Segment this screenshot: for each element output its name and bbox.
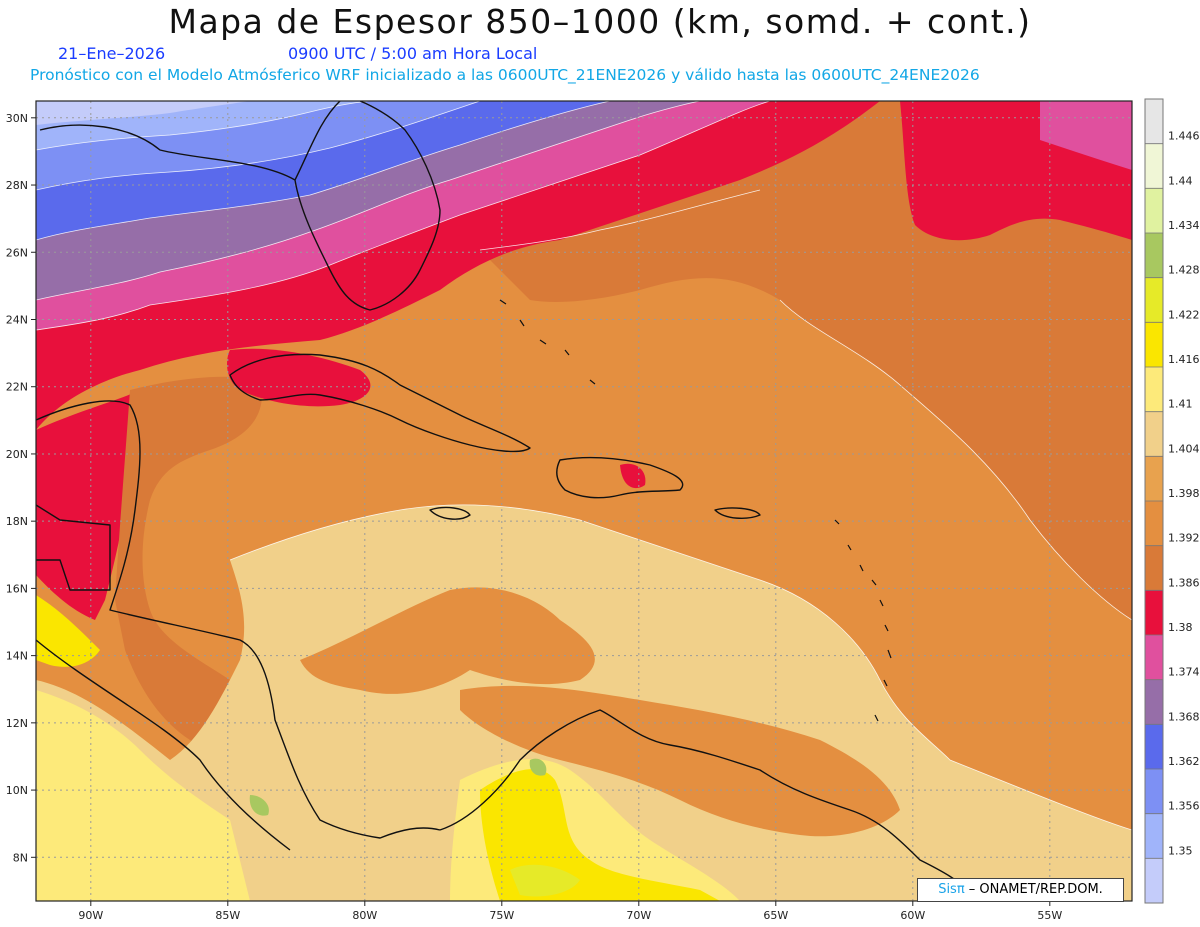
colorbar-segment	[1145, 411, 1163, 457]
latitude-labels: 30N 28N 26N 24N 22N 20N 18N 16N 14N 12N 10N 8N	[6, 112, 36, 864]
credit-brand: Sisπ	[938, 882, 965, 897]
lon-tick-label: 75W	[489, 909, 514, 922]
colorbar-label: 1.398	[1168, 487, 1200, 500]
colorbar-label: 1.362	[1168, 755, 1200, 768]
colorbar-label: 1.428	[1168, 264, 1200, 277]
colorbar-segment	[1145, 277, 1163, 323]
colorbar-label: 1.404	[1168, 442, 1200, 455]
colorbar-segment	[1145, 545, 1163, 591]
forecast-time: 0900 UTC / 5:00 am Hora Local	[288, 44, 538, 63]
cuba-coast	[229, 353, 531, 453]
field-band-1398-tongue	[300, 587, 595, 694]
field-band-1386-yucatan	[36, 390, 140, 620]
colorbar-label: 1.35	[1168, 844, 1193, 857]
colorbar: 1.446 1.44 1.434 1.428 1.422 1.416 1.41 1.404 1.…	[1144, 98, 1200, 904]
colorbar-label: 1.422	[1168, 308, 1200, 321]
lat-tick-label: 10N	[6, 784, 28, 797]
field-band-1428-costarica	[249, 795, 269, 816]
colorbar-label: 1.356	[1168, 800, 1200, 813]
puerto-rico-coast	[714, 507, 761, 519]
forecast-date: 21–Ene–2026	[58, 44, 166, 63]
lat-tick-label: 26N	[6, 246, 28, 259]
contour-lines	[36, 101, 1132, 831]
field-band-1422-patch	[510, 864, 580, 897]
map-frame	[35, 100, 1133, 902]
thickness-field	[36, 101, 1132, 901]
colorbar-segment	[1145, 501, 1163, 547]
lat-tick-label: 20N	[6, 448, 28, 461]
lat-tick-label: 18N	[6, 515, 28, 528]
longitude-labels: 90W 85W 80W 75W 70W 65W 60W 55W	[78, 901, 1062, 922]
field-band-1386-hispaniola	[620, 463, 646, 489]
lat-tick-label: 30N	[6, 112, 28, 125]
lon-tick-label: 70W	[626, 909, 651, 922]
colorbar-segment	[1145, 724, 1163, 770]
colorbar-segment	[1145, 858, 1163, 904]
colorbar-label: 1.38	[1168, 621, 1193, 634]
colorbar-label: 1.386	[1168, 576, 1200, 589]
graticule	[36, 101, 1132, 901]
lat-tick-label: 12N	[6, 717, 28, 730]
coastlines	[36, 101, 981, 901]
florida-coast	[39, 101, 441, 311]
lat-tick-label: 28N	[6, 179, 28, 192]
colorbar-label: 1.44	[1168, 174, 1193, 187]
lat-tick-label: 24N	[6, 313, 28, 326]
credit-box: Sisπ – ONAMET/REP.DOM.	[917, 878, 1124, 902]
lat-tick-label: 14N	[6, 650, 28, 663]
colorbar-label: 1.41	[1168, 398, 1193, 411]
hispaniola-coast	[556, 456, 684, 499]
colorbar-label: 1.392	[1168, 532, 1200, 545]
forecast-description: Pronóstico con el Modelo Atmósferico WRF…	[30, 66, 980, 84]
colorbar-label: 1.446	[1168, 130, 1200, 143]
central-america-coast	[36, 400, 441, 851]
lon-tick-label: 80W	[352, 909, 377, 922]
colorbar-segment	[1145, 99, 1163, 145]
colorbar-segment	[1145, 233, 1163, 279]
colorbar-segment	[1145, 367, 1163, 413]
colorbar-label: 1.434	[1168, 219, 1200, 232]
lon-tick-label: 55W	[1037, 909, 1062, 922]
credit-text: – ONAMET/REP.DOM.	[964, 882, 1103, 897]
lat-tick-label: 8N	[13, 851, 28, 864]
jamaica-coast	[429, 506, 471, 520]
colorbar-segment	[1145, 813, 1163, 859]
lon-tick-label: 85W	[215, 909, 240, 922]
colorbar-segment	[1145, 143, 1163, 189]
lat-tick-label: 22N	[6, 381, 28, 394]
field-band-1350	[36, 101, 250, 125]
lat-tick-label: 16N	[6, 582, 28, 595]
field-band-1392-w	[115, 376, 320, 810]
field-band-1410-sw	[36, 690, 250, 901]
colorbar-segment	[1145, 679, 1163, 725]
colorbar-segment	[1145, 769, 1163, 815]
lon-tick-label: 60W	[900, 909, 925, 922]
colorbar-label: 1.374	[1168, 666, 1200, 679]
colorbar-segment	[1145, 590, 1163, 636]
map-title: Mapa de Espesor 850–1000 (km, somd. + co…	[168, 2, 1032, 41]
lesser-antilles	[499, 299, 892, 722]
colorbar-label: 1.368	[1168, 710, 1200, 723]
colorbar-segment	[1145, 188, 1163, 234]
lon-tick-label: 65W	[763, 909, 788, 922]
south-america-coast	[439, 709, 981, 901]
lon-tick-label: 90W	[78, 909, 103, 922]
field-band-1386-cuba	[227, 348, 371, 407]
yucatan-coast	[36, 504, 111, 591]
colorbar-segment	[1145, 456, 1163, 502]
colorbar-label: 1.416	[1168, 353, 1200, 366]
field-band-1416-honduras	[36, 595, 100, 667]
colorbar-segment	[1145, 322, 1163, 368]
field-band-1428-patch	[529, 758, 547, 776]
colorbar-segment	[1145, 635, 1163, 681]
